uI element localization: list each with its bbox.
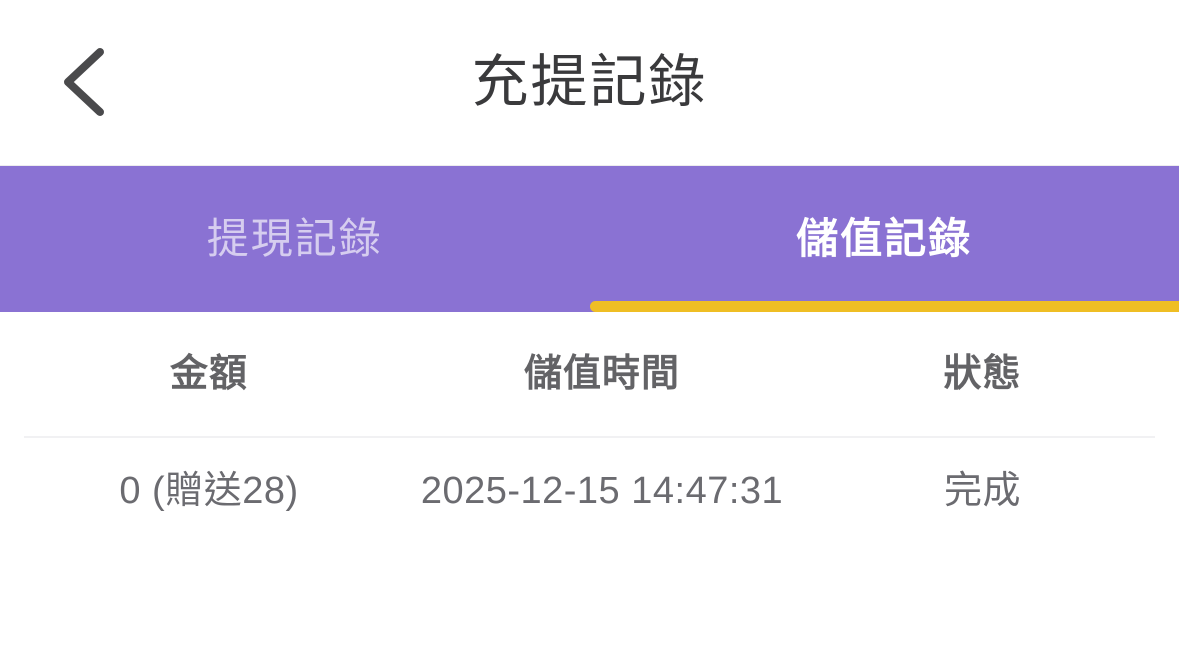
cell-amount-value: 0 (贈送28) bbox=[119, 469, 299, 512]
table-header-time: 儲值時間 bbox=[394, 355, 810, 393]
tab-deposit-record[interactable]: 儲值記錄 bbox=[589, 166, 1179, 312]
tab-active-indicator bbox=[589, 301, 1179, 312]
tab-deposit-record-label: 儲值記錄 bbox=[796, 215, 973, 262]
table-header-status: 狀態 bbox=[810, 355, 1155, 393]
tab-withdraw-record-label: 提現記錄 bbox=[206, 215, 383, 262]
record-type-tabbar: 提現記錄 儲值記錄 bbox=[0, 166, 1179, 312]
table-row[interactable]: 0 (贈送28) 2025-12-15 14:47:31 完成 bbox=[24, 436, 1155, 543]
cell-time: 2025-12-15 14:47:31 bbox=[394, 472, 810, 510]
cell-amount: 0 (贈送28) bbox=[24, 472, 394, 510]
table-header-amount-label: 金額 bbox=[169, 353, 248, 395]
back-button[interactable] bbox=[44, 42, 124, 122]
cell-status: 完成 bbox=[810, 472, 1155, 510]
table-header-row: 金額 儲值時間 狀態 bbox=[24, 312, 1155, 436]
table-header-amount: 金額 bbox=[24, 355, 394, 393]
navigation-bar: 充提記錄 bbox=[0, 0, 1179, 166]
table-header-status-label: 狀態 bbox=[943, 353, 1022, 395]
table-header-time-label: 儲值時間 bbox=[523, 353, 680, 395]
status-badge: 完成 bbox=[943, 469, 1021, 512]
record-table: 金額 儲值時間 狀態 0 (贈送28) 2025-12-15 14:47:31 … bbox=[0, 312, 1179, 672]
tab-withdraw-record[interactable]: 提現記錄 bbox=[0, 166, 590, 312]
page-title: 充提記錄 bbox=[471, 50, 708, 114]
cell-time-value: 2025-12-15 14:47:31 bbox=[420, 469, 784, 512]
chevron-left-icon bbox=[58, 46, 110, 118]
